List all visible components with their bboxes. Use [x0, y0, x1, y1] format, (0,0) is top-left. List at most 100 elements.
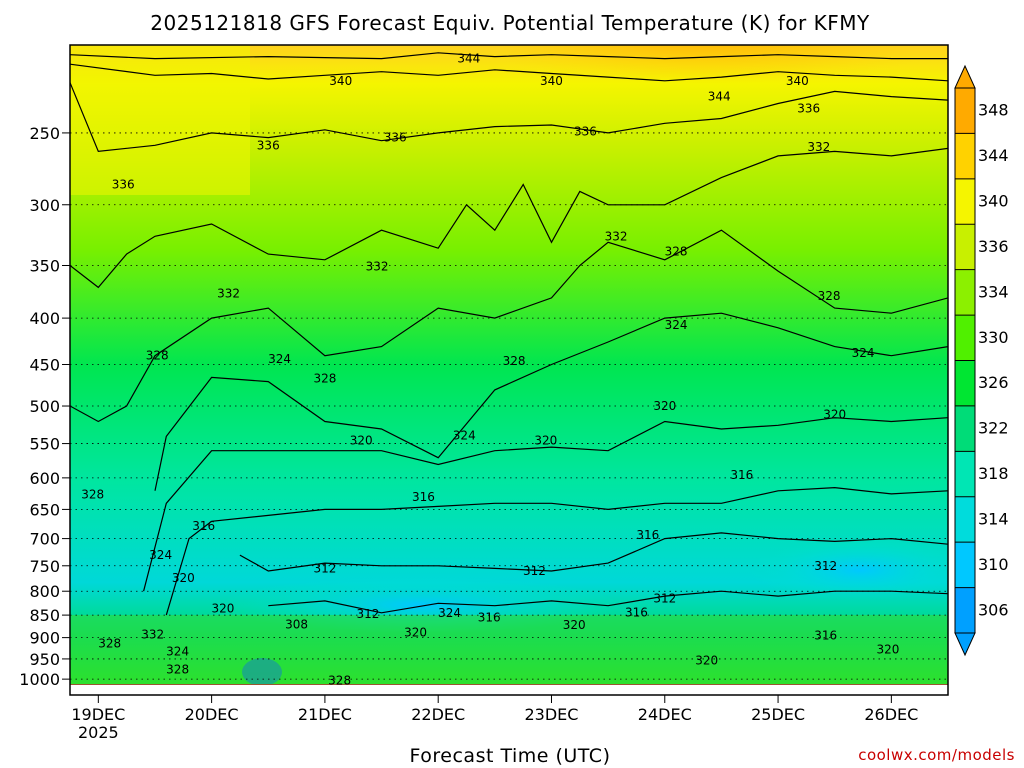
- colorbar-segment-11: [955, 88, 975, 134]
- contour-label-324-32: 324: [149, 548, 172, 562]
- contour-label-312-37: 312: [653, 592, 676, 606]
- credit-text: coolwx.com/models: [858, 746, 1015, 764]
- contour-line-316-7: [165, 486, 948, 616]
- colorbar-label-310: 310: [978, 555, 1009, 574]
- contour-line-332-3: [70, 147, 948, 289]
- contour-label-328-51: 328: [166, 663, 189, 677]
- colorbar-segment-5: [955, 360, 975, 407]
- contour-label-328-21: 328: [313, 371, 336, 385]
- contour-label-332-9: 332: [807, 140, 830, 154]
- colorbar-label-344: 344: [978, 146, 1009, 165]
- contour-label-324-19: 324: [852, 346, 875, 360]
- contour-label-316-42: 316: [625, 605, 648, 619]
- colorbar-label-322: 322: [978, 419, 1009, 438]
- colorbar-max-extension: [954, 64, 976, 89]
- contour-label-312-35: 312: [523, 564, 546, 578]
- colorbar-segment-1: [955, 542, 975, 589]
- contour-label-328-48: 328: [98, 636, 121, 650]
- contour-label-336-6: 336: [257, 138, 280, 152]
- contour-line-336-2: [70, 82, 948, 153]
- colorbar-label-336: 336: [978, 237, 1009, 256]
- y-axis: 250 300 350 400 450 500 550 600 650 700 750 800 850 9…: [19, 124, 70, 689]
- contour-line-324-5: [154, 312, 948, 491]
- contour-label-320-44: 320: [404, 625, 427, 639]
- contour-label-320-49: 320: [877, 642, 900, 656]
- colorbar-segment-0: [955, 587, 975, 634]
- y-tick-label-250: 250: [29, 124, 60, 143]
- contour-label-316-41: 316: [478, 610, 501, 624]
- contour-label-336-8: 336: [574, 124, 597, 138]
- x-tick-label-24DEC: 24DEC: [638, 705, 692, 724]
- contour-label-324-40: 324: [438, 606, 461, 620]
- colorbar-segment-4: [955, 405, 975, 452]
- plot-frame: [69, 44, 949, 696]
- y-tick-label-900: 900: [29, 629, 60, 648]
- contour-label-320-23: 320: [823, 408, 846, 422]
- contour-label-316-29: 316: [412, 490, 435, 504]
- colorbar-label-306: 306: [978, 600, 1009, 619]
- contour-label-340-1: 340: [329, 74, 352, 88]
- colorbar-label-318: 318: [978, 464, 1009, 483]
- ground-strip: [70, 684, 948, 685]
- y-tick-label-750: 750: [29, 557, 60, 576]
- contour-label-344-0: 344: [457, 52, 480, 66]
- contour-label-320-52: 320: [695, 654, 718, 668]
- contour-line-312-8: [239, 532, 948, 572]
- chart-title: 2025121818 GFS Forecast Equiv. Potential…: [150, 11, 870, 35]
- low-level-green-band: [70, 615, 948, 685]
- y-tick-label-550: 550: [29, 435, 60, 454]
- contour-label-316-46: 316: [814, 628, 837, 642]
- contour-label-328-28: 328: [81, 488, 104, 502]
- contour-label-308-43: 308: [285, 617, 308, 631]
- y-tick-label-350: 350: [29, 256, 60, 275]
- y-tick-label-500: 500: [29, 397, 60, 416]
- contour-label-332-13: 332: [366, 260, 389, 274]
- contour-label-316-30: 316: [192, 519, 215, 533]
- y-tick-label-650: 650: [29, 500, 60, 519]
- contour-line-320-6: [143, 417, 948, 592]
- contour-label-312-39: 312: [357, 607, 380, 621]
- colorbar-label-334: 334: [978, 282, 1009, 301]
- contour-label-328-53: 328: [328, 673, 351, 687]
- contour-label-320-26: 320: [534, 434, 557, 448]
- contour-label-344-4: 344: [708, 90, 731, 104]
- x-tick-label-20DEC: 20DEC: [185, 705, 239, 724]
- contour-label-332-47: 332: [141, 628, 164, 642]
- contour-label-332-14: 332: [217, 287, 240, 301]
- contour-line-340-1: [70, 63, 948, 82]
- y-tick-label-850: 850: [29, 606, 60, 625]
- plot-area: 344 340 340 340 344 336 336 336 336 332 336 332 328 3…: [70, 45, 948, 687]
- contour-label-332-11: 332: [605, 229, 628, 243]
- x-tick-label-25DEC: 25DEC: [751, 705, 805, 724]
- contour-label-340-3: 340: [786, 74, 809, 88]
- y-tick-label-300: 300: [29, 196, 60, 215]
- contour-lines: [70, 52, 948, 616]
- contour-label-336-5: 336: [797, 102, 820, 116]
- contour-line-344-0: [70, 52, 948, 60]
- contour-label-324-18: 324: [268, 352, 291, 366]
- contour-label-328-15: 328: [818, 289, 841, 303]
- contour-label-312-33: 312: [814, 559, 837, 573]
- contour-label-324-24: 324: [453, 429, 476, 443]
- x-tick-label-22DEC: 22DEC: [411, 705, 465, 724]
- contour-label-328-17: 328: [146, 349, 169, 363]
- y-tick-label-800: 800: [29, 582, 60, 601]
- contour-label-328-12: 328: [665, 245, 688, 259]
- colorbar-label-326: 326: [978, 373, 1009, 392]
- pressure-gridlines: [70, 132, 948, 680]
- contour-label-328-20: 328: [503, 354, 526, 368]
- contour-label-324-50: 324: [166, 644, 189, 658]
- contour-label-320-22: 320: [653, 399, 676, 413]
- colorbar-label-340: 340: [978, 192, 1009, 211]
- y-tick-label-450: 450: [29, 356, 60, 375]
- colorbar-segment-3: [955, 451, 975, 498]
- colorbar-label-330: 330: [978, 328, 1009, 347]
- x-tick-label-23DEC: 23DEC: [524, 705, 578, 724]
- left-yellow-region: [70, 45, 250, 195]
- y-tick-label-1000: 1000: [19, 670, 60, 689]
- y-tick-label-700: 700: [29, 530, 60, 549]
- upper-warm-region: [500, 45, 920, 120]
- contour-label-336-10: 336: [112, 178, 135, 192]
- contour-label-324-16: 324: [665, 318, 688, 332]
